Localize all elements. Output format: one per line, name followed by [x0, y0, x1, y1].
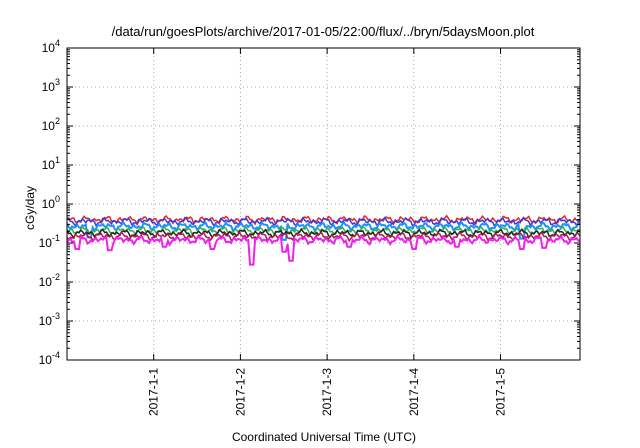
y-tick-label: 102 [42, 116, 60, 133]
grid [67, 48, 580, 360]
y-tick-labels: 10-4 10-3 10-2 10-1 100 101 102 103 104 [39, 38, 60, 367]
y-tick-label: 10-4 [39, 350, 60, 367]
y-tick-label: 10-2 [39, 272, 60, 289]
y-tick-label: 10-3 [39, 311, 60, 328]
x-tick-label: 2017-1-1 [147, 368, 161, 416]
x-tick-label: 2017-1-5 [494, 368, 508, 416]
x-tick-label: 2017-1-3 [320, 368, 334, 416]
y-tick-label: 100 [42, 194, 60, 211]
y-tick-label: 10-1 [39, 233, 60, 250]
x-axis-label: Coordinated Universal Time (UTC) [232, 430, 416, 444]
series-line [67, 225, 580, 238]
y-tick-label: 104 [42, 38, 60, 55]
x-tick-labels: 2017-1-1 2017-1-2 2017-1-3 2017-1-4 2017-1-5 [147, 368, 508, 416]
plot-frame [66, 47, 581, 361]
series-line [67, 230, 580, 243]
x-tick-label: 2017-1-4 [407, 368, 421, 416]
series-line [67, 234, 580, 266]
y-tick-label: 101 [42, 155, 60, 172]
x-tick-label: 2017-1-2 [233, 368, 247, 416]
chart-title: /data/run/goesPlots/archive/2017-01-05/2… [112, 24, 535, 39]
y-tick-label: 103 [42, 77, 60, 94]
y-axis-label: cGy/day [23, 186, 37, 230]
plot-series [67, 214, 580, 266]
axes [66, 47, 581, 361]
